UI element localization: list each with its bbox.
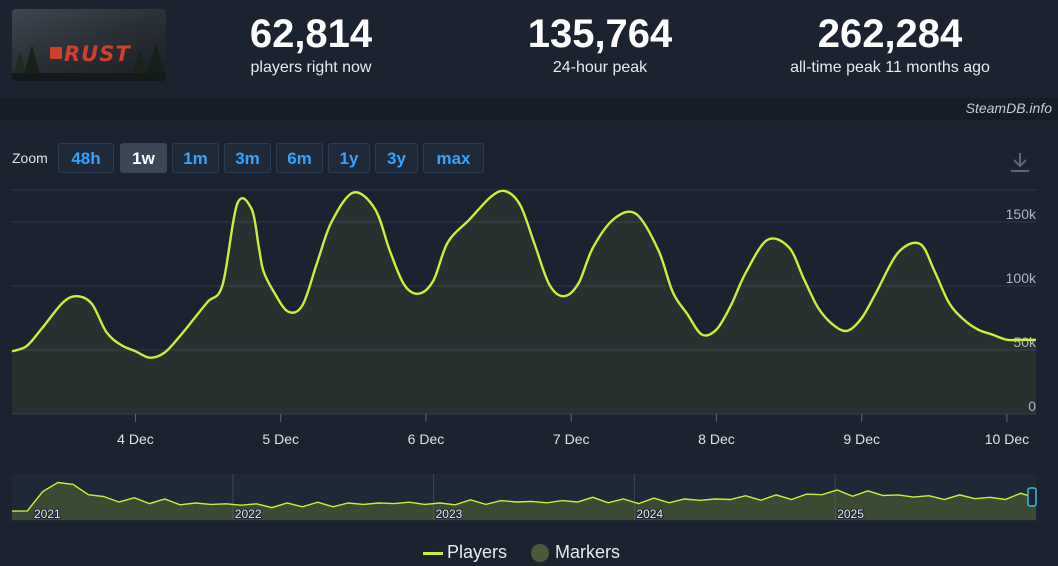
chart-legend: Players Markers — [0, 540, 1058, 564]
zoom-3y-button[interactable]: 3y — [375, 143, 418, 173]
all-time-peak-label: all-time peak 11 months ago — [790, 59, 990, 76]
zoom-max-button[interactable]: max — [423, 143, 484, 173]
all-time-peak-value: 262,284 — [817, 12, 963, 56]
legend-markers[interactable]: Markers — [555, 542, 621, 562]
navigator-area — [12, 482, 1036, 520]
current-players-value: 62,814 — [249, 12, 373, 56]
zoom-1m-button[interactable]: 1m — [172, 143, 219, 173]
player-count-chart[interactable]: 0 50k 100k 150k 4 Dec 5 Dec 6 Dec 7 Dec 8 Dec 9 … — [0, 170, 1058, 470]
download-icon[interactable] — [1008, 150, 1032, 174]
navigator-line — [11, 481, 1037, 512]
y-tick-label: 100k — [1006, 270, 1037, 286]
navigator-year-label: 2022 — [235, 507, 262, 521]
players-area — [12, 190, 1036, 414]
markers-legend-swatch — [531, 544, 549, 562]
rust-logo-text: RUST — [64, 42, 131, 66]
credit-bar: SteamDB.info — [0, 98, 1058, 120]
current-players-stat: 62,814 players right now — [211, 12, 411, 80]
game-logo[interactable]: RUST — [12, 9, 166, 81]
x-tick-label: 9 Dec — [843, 431, 880, 447]
zoom-label: Zoom — [12, 150, 48, 166]
x-tick-label: 8 Dec — [698, 431, 735, 447]
players-legend-swatch — [423, 552, 443, 555]
players-series-line — [11, 189, 1036, 359]
x-tick-label: 6 Dec — [408, 431, 445, 447]
all-time-peak-stat: 262,284 all-time peak 11 months ago — [770, 12, 1010, 80]
legend-players[interactable]: Players — [447, 542, 508, 562]
rust-logo-mark — [50, 47, 62, 59]
zoom-1w-button[interactable]: 1w — [120, 143, 167, 173]
x-tick-label: 10 Dec — [985, 431, 1029, 447]
navigator-year-labels: 2021 2022 2023 2024 2025 — [33, 506, 865, 522]
peak-24h-value: 135,764 — [527, 12, 673, 56]
x-axis-labels: 4 Dec 5 Dec 6 Dec 7 Dec 8 Dec 9 Dec 10 Dec — [117, 414, 1029, 447]
zoom-48h-button[interactable]: 48h — [58, 143, 114, 173]
stats-header: RUST 62,814 players right now 135,764 24… — [0, 0, 1058, 98]
grid-lines — [12, 189, 1036, 415]
x-tick-label: 7 Dec — [553, 431, 590, 447]
y-axis-labels: 0 50k 100k 150k — [1006, 206, 1037, 414]
x-tick-label: 5 Dec — [262, 431, 299, 447]
navigator-year-label: 2024 — [636, 507, 663, 521]
navigator-year-label: 2025 — [837, 507, 864, 521]
navigator-chart[interactable]: 2021 2022 2023 2024 2025 — [0, 472, 1058, 528]
peak-24h-label: 24-hour peak — [552, 59, 648, 76]
x-tick-label: 4 Dec — [117, 431, 154, 447]
zoom-6m-button[interactable]: 6m — [276, 143, 323, 173]
zoom-3m-button[interactable]: 3m — [224, 143, 271, 173]
navigator-year-separators — [232, 474, 836, 520]
steamdb-credit[interactable]: SteamDB.info — [965, 100, 1052, 116]
navigator-handle[interactable] — [1027, 487, 1037, 507]
zoom-1y-button[interactable]: 1y — [328, 143, 370, 173]
current-players-label: players right now — [250, 59, 372, 76]
navigator-year-label: 2021 — [34, 507, 61, 521]
y-tick-label: 0 — [1028, 398, 1036, 414]
navigator-background — [12, 474, 1036, 522]
navigator-year-label: 2023 — [436, 507, 463, 521]
y-tick-label: 50k — [1013, 334, 1037, 350]
trees-decoration — [12, 43, 166, 81]
peak-24h-stat: 135,764 24-hour peak — [500, 12, 700, 80]
y-tick-label: 150k — [1006, 206, 1037, 222]
